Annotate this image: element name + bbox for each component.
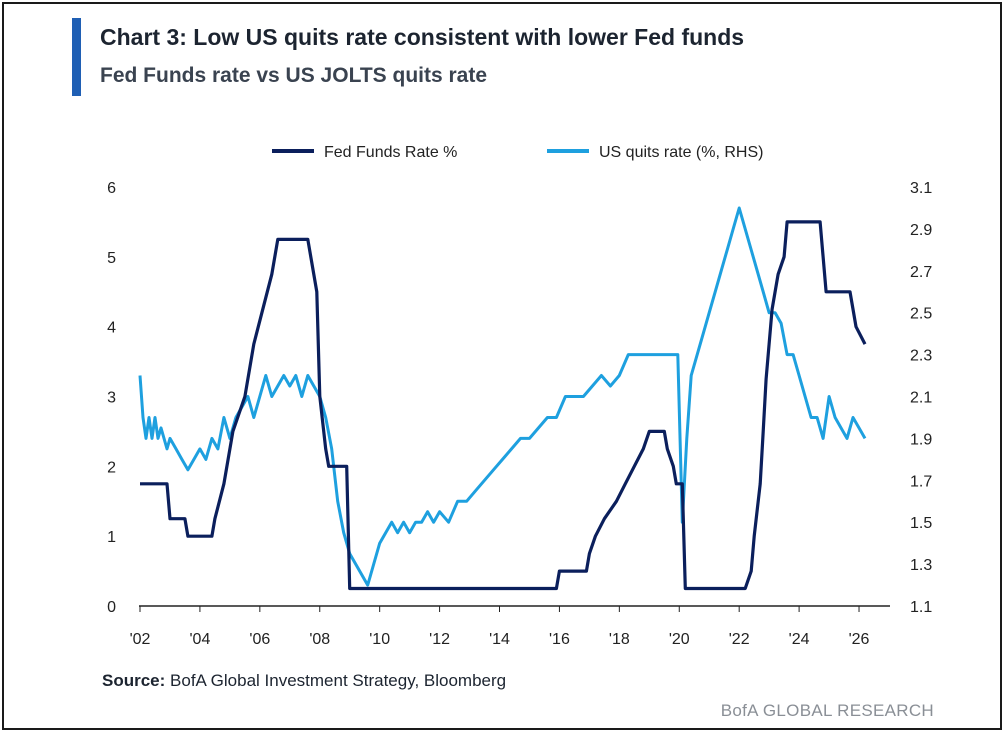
series-layer bbox=[138, 206, 867, 591]
x-tick-label: '12 bbox=[429, 631, 450, 648]
line-chart: Fed Funds Rate % US quits rate (%, RHS) … bbox=[107, 144, 932, 648]
y-right-tick-label: 2.1 bbox=[910, 390, 932, 407]
source-label: Source: bbox=[102, 671, 166, 690]
x-tick-label: '02 bbox=[130, 631, 151, 648]
y-left-tick-label: 1 bbox=[107, 529, 116, 546]
y-right-tick-label: 1.1 bbox=[910, 599, 932, 616]
y-left-tick-label: 2 bbox=[107, 459, 116, 476]
y-right-tick-label: 3.1 bbox=[910, 180, 932, 197]
x-tick-label: '04 bbox=[189, 631, 210, 648]
chart-subtitle: Fed Funds rate vs US JOLTS quits rate bbox=[100, 64, 488, 87]
title-accent-bar bbox=[72, 18, 81, 96]
x-tick-label: '14 bbox=[489, 631, 510, 648]
y-right-tick-label: 1.7 bbox=[910, 473, 932, 490]
x-tick-label: '26 bbox=[849, 631, 870, 648]
y-axis-right: 1.1 1.3 1.5 1.7 1.9 2.1 2.3 2.5 2.7 2.9 3.1 bbox=[910, 180, 932, 616]
y-right-tick-label: 1.9 bbox=[910, 431, 932, 448]
x-tick-label: '18 bbox=[609, 631, 630, 648]
chart-legend: Fed Funds Rate % US quits rate (%, RHS) bbox=[272, 144, 763, 161]
y-right-tick-label: 1.3 bbox=[910, 557, 932, 574]
y-right-tick-label: 2.7 bbox=[910, 264, 932, 281]
y-left-tick-label: 4 bbox=[107, 320, 116, 337]
x-tick-label: '20 bbox=[669, 631, 690, 648]
source-note: Source: BofA Global Investment Strategy,… bbox=[102, 671, 506, 691]
x-tick-label: '24 bbox=[789, 631, 810, 648]
y-right-tick-label: 1.5 bbox=[910, 515, 932, 532]
y-left-tick-label: 5 bbox=[107, 250, 116, 267]
y-left-tick-label: 0 bbox=[107, 599, 116, 616]
x-axis: '02 '04 '06 '08 '10 '12 '14 '16 '18 '20 '22 '24 '26 bbox=[130, 606, 870, 648]
legend-label-quits-rate: US quits rate (%, RHS) bbox=[599, 144, 763, 161]
y-left-tick-label: 3 bbox=[107, 390, 116, 407]
x-tick-label: '08 bbox=[309, 631, 330, 648]
y-right-tick-label: 2.9 bbox=[910, 222, 932, 239]
y-right-tick-label: 2.5 bbox=[910, 306, 932, 323]
chart-title: Chart 3: Low US quits rate consistent wi… bbox=[100, 24, 745, 50]
y-right-tick-label: 2.3 bbox=[910, 348, 932, 365]
y-axis-left: 0 1 2 3 4 5 6 bbox=[107, 180, 116, 616]
legend-label-fed-funds: Fed Funds Rate % bbox=[324, 144, 457, 161]
source-text: BofA Global Investment Strategy, Bloombe… bbox=[165, 671, 507, 690]
series-line-fed-funds bbox=[140, 220, 867, 591]
x-tick-label: '22 bbox=[729, 631, 750, 648]
x-tick-label: '10 bbox=[369, 631, 390, 648]
series-line-quits-rate bbox=[138, 206, 867, 587]
x-tick-label: '06 bbox=[249, 631, 270, 648]
y-left-tick-label: 6 bbox=[107, 180, 116, 197]
publisher-watermark: BofA GLOBAL RESEARCH bbox=[720, 701, 934, 720]
x-tick-label: '16 bbox=[549, 631, 570, 648]
